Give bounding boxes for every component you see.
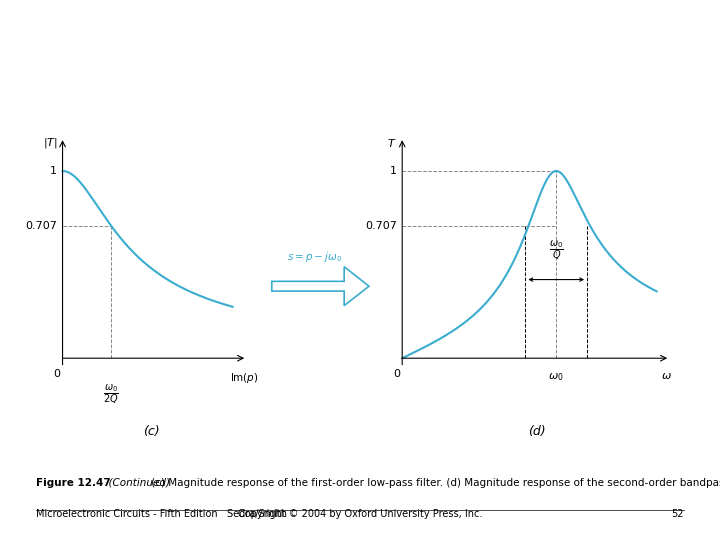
Text: 52: 52	[672, 509, 684, 519]
Text: 1: 1	[50, 166, 57, 176]
Text: Figure 12.47: Figure 12.47	[36, 478, 111, 488]
Text: 1: 1	[390, 166, 397, 176]
Text: 0.707: 0.707	[25, 221, 57, 231]
Text: $|T|$: $|T|$	[43, 136, 58, 150]
Text: $\mathrm{Im}(p)$: $\mathrm{Im}(p)$	[230, 372, 259, 386]
Text: $T$: $T$	[387, 137, 397, 149]
Text: Microelectronic Circuits - Fifth Edition   Sedra/Smith: Microelectronic Circuits - Fifth Edition…	[36, 509, 287, 519]
Text: (c): (c)	[143, 424, 160, 438]
Text: 0: 0	[53, 369, 60, 380]
Text: (c) Magnitude response of the first-order low-pass filter. (d) Magnitude respons: (c) Magnitude response of the first-orde…	[148, 478, 720, 488]
Text: (d): (d)	[528, 424, 545, 438]
Text: (Continued): (Continued)	[102, 478, 170, 488]
Text: $\omega_0$: $\omega_0$	[549, 372, 564, 383]
Text: $s = p - j\omega_0$: $s = p - j\omega_0$	[287, 250, 343, 264]
Text: 0.707: 0.707	[365, 221, 397, 231]
Text: $\omega$: $\omega$	[662, 372, 672, 381]
Text: Copyright © 2004 by Oxford University Press, Inc.: Copyright © 2004 by Oxford University Pr…	[238, 509, 482, 519]
Text: $\dfrac{\omega_0}{Q}$: $\dfrac{\omega_0}{Q}$	[549, 238, 564, 261]
Text: 0: 0	[393, 369, 400, 380]
Text: $\dfrac{\omega_0}{2Q}$: $\dfrac{\omega_0}{2Q}$	[103, 382, 119, 407]
